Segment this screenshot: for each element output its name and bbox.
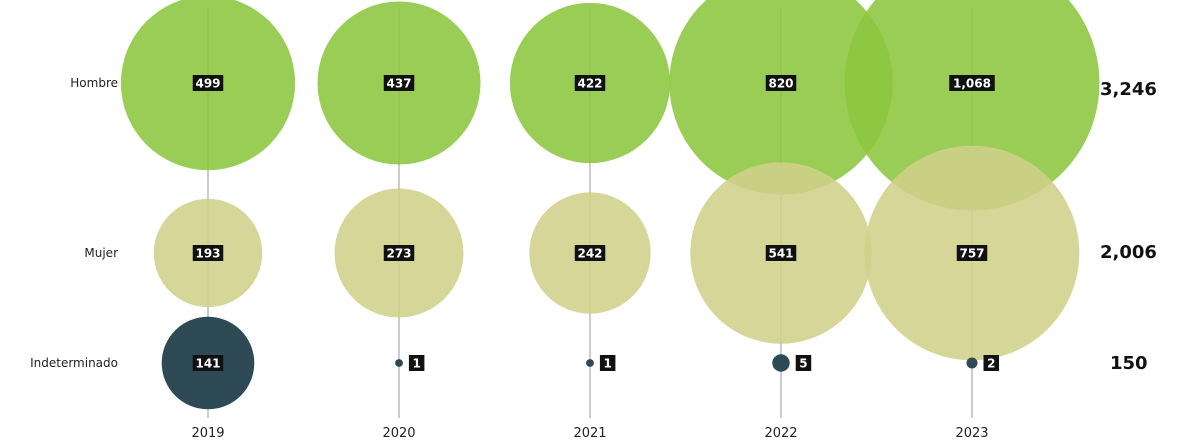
value-label-box (983, 355, 1000, 371)
bubble-indeterminado-2022 (772, 354, 790, 372)
bubble-indeterminado-2023 (966, 357, 978, 369)
year-label-2022: 2022 (764, 426, 797, 441)
value-label-text: 242 (577, 247, 602, 261)
value-label-hombre-2019: 499 (192, 75, 224, 91)
value-label-hombre-2020: 437 (383, 75, 415, 91)
bubble-hombre-2022 (669, 0, 893, 195)
value-label-hombre-2022: 820 (765, 75, 797, 91)
row-label-hombre: Hombre (70, 76, 118, 90)
year-label-2019: 2019 (191, 426, 224, 441)
value-label-box (795, 355, 812, 371)
value-label-text: 541 (768, 247, 793, 261)
value-label-box (383, 245, 415, 261)
value-label-text: 1 (603, 357, 611, 371)
value-label-text: 5 (799, 357, 807, 371)
value-label-indeterminado-2022: 5 (795, 355, 812, 371)
bubble-hombre-2023 (844, 0, 1100, 211)
value-label-box (956, 245, 988, 261)
value-label-text: 437 (386, 77, 411, 91)
value-label-text: 2 (987, 357, 995, 371)
value-label-box (574, 75, 606, 91)
value-label-box (192, 75, 224, 91)
value-labels: 499 437 422 820 1,068 193 273 242 541 757 141 1 1 5 2 (192, 75, 1000, 371)
value-label-text: 820 (768, 77, 793, 91)
bubbles (120, 0, 1100, 410)
row-label-mujer: Mujer (84, 246, 118, 260)
bubble-indeterminado-2021 (586, 359, 594, 367)
value-label-mujer-2023: 757 (956, 245, 988, 261)
value-label-text: 499 (195, 77, 220, 91)
value-label-text: 1 (412, 357, 420, 371)
value-label-box (192, 245, 224, 261)
value-label-text: 757 (959, 247, 984, 261)
value-label-mujer-2021: 242 (574, 245, 606, 261)
value-label-text: 273 (386, 247, 411, 261)
value-label-indeterminado-2021: 1 (599, 355, 616, 371)
total-mujer: 2,006 (1100, 242, 1157, 263)
value-label-text: 193 (195, 247, 220, 261)
value-label-mujer-2022: 541 (765, 245, 797, 261)
value-label-box (383, 75, 415, 91)
total-hombre: 3,246 (1100, 79, 1157, 100)
value-label-mujer-2019: 193 (192, 245, 224, 261)
value-label-box (408, 355, 425, 371)
value-label-box (574, 245, 606, 261)
value-label-box (765, 245, 797, 261)
total-indeterminado: 150 (1110, 353, 1148, 374)
row-label-indeterminado: Indeterminado (30, 356, 118, 370)
value-label-text: 141 (195, 357, 220, 371)
value-label-hombre-2023: 1,068 (949, 75, 995, 91)
value-label-hombre-2021: 422 (574, 75, 606, 91)
value-label-box (192, 355, 224, 371)
value-label-text: 1,068 (953, 77, 991, 91)
year-label-2021: 2021 (573, 426, 606, 441)
year-label-2023: 2023 (955, 426, 988, 441)
value-label-indeterminado-2020: 1 (408, 355, 425, 371)
value-label-box (765, 75, 797, 91)
value-label-box (949, 75, 995, 91)
year-label-2020: 2020 (382, 426, 415, 441)
bubble-indeterminado-2020 (395, 359, 403, 367)
value-label-mujer-2020: 273 (383, 245, 415, 261)
value-label-box (599, 355, 616, 371)
value-label-indeterminado-2023: 2 (983, 355, 1000, 371)
value-label-indeterminado-2019: 141 (192, 355, 224, 371)
value-label-text: 422 (577, 77, 602, 91)
